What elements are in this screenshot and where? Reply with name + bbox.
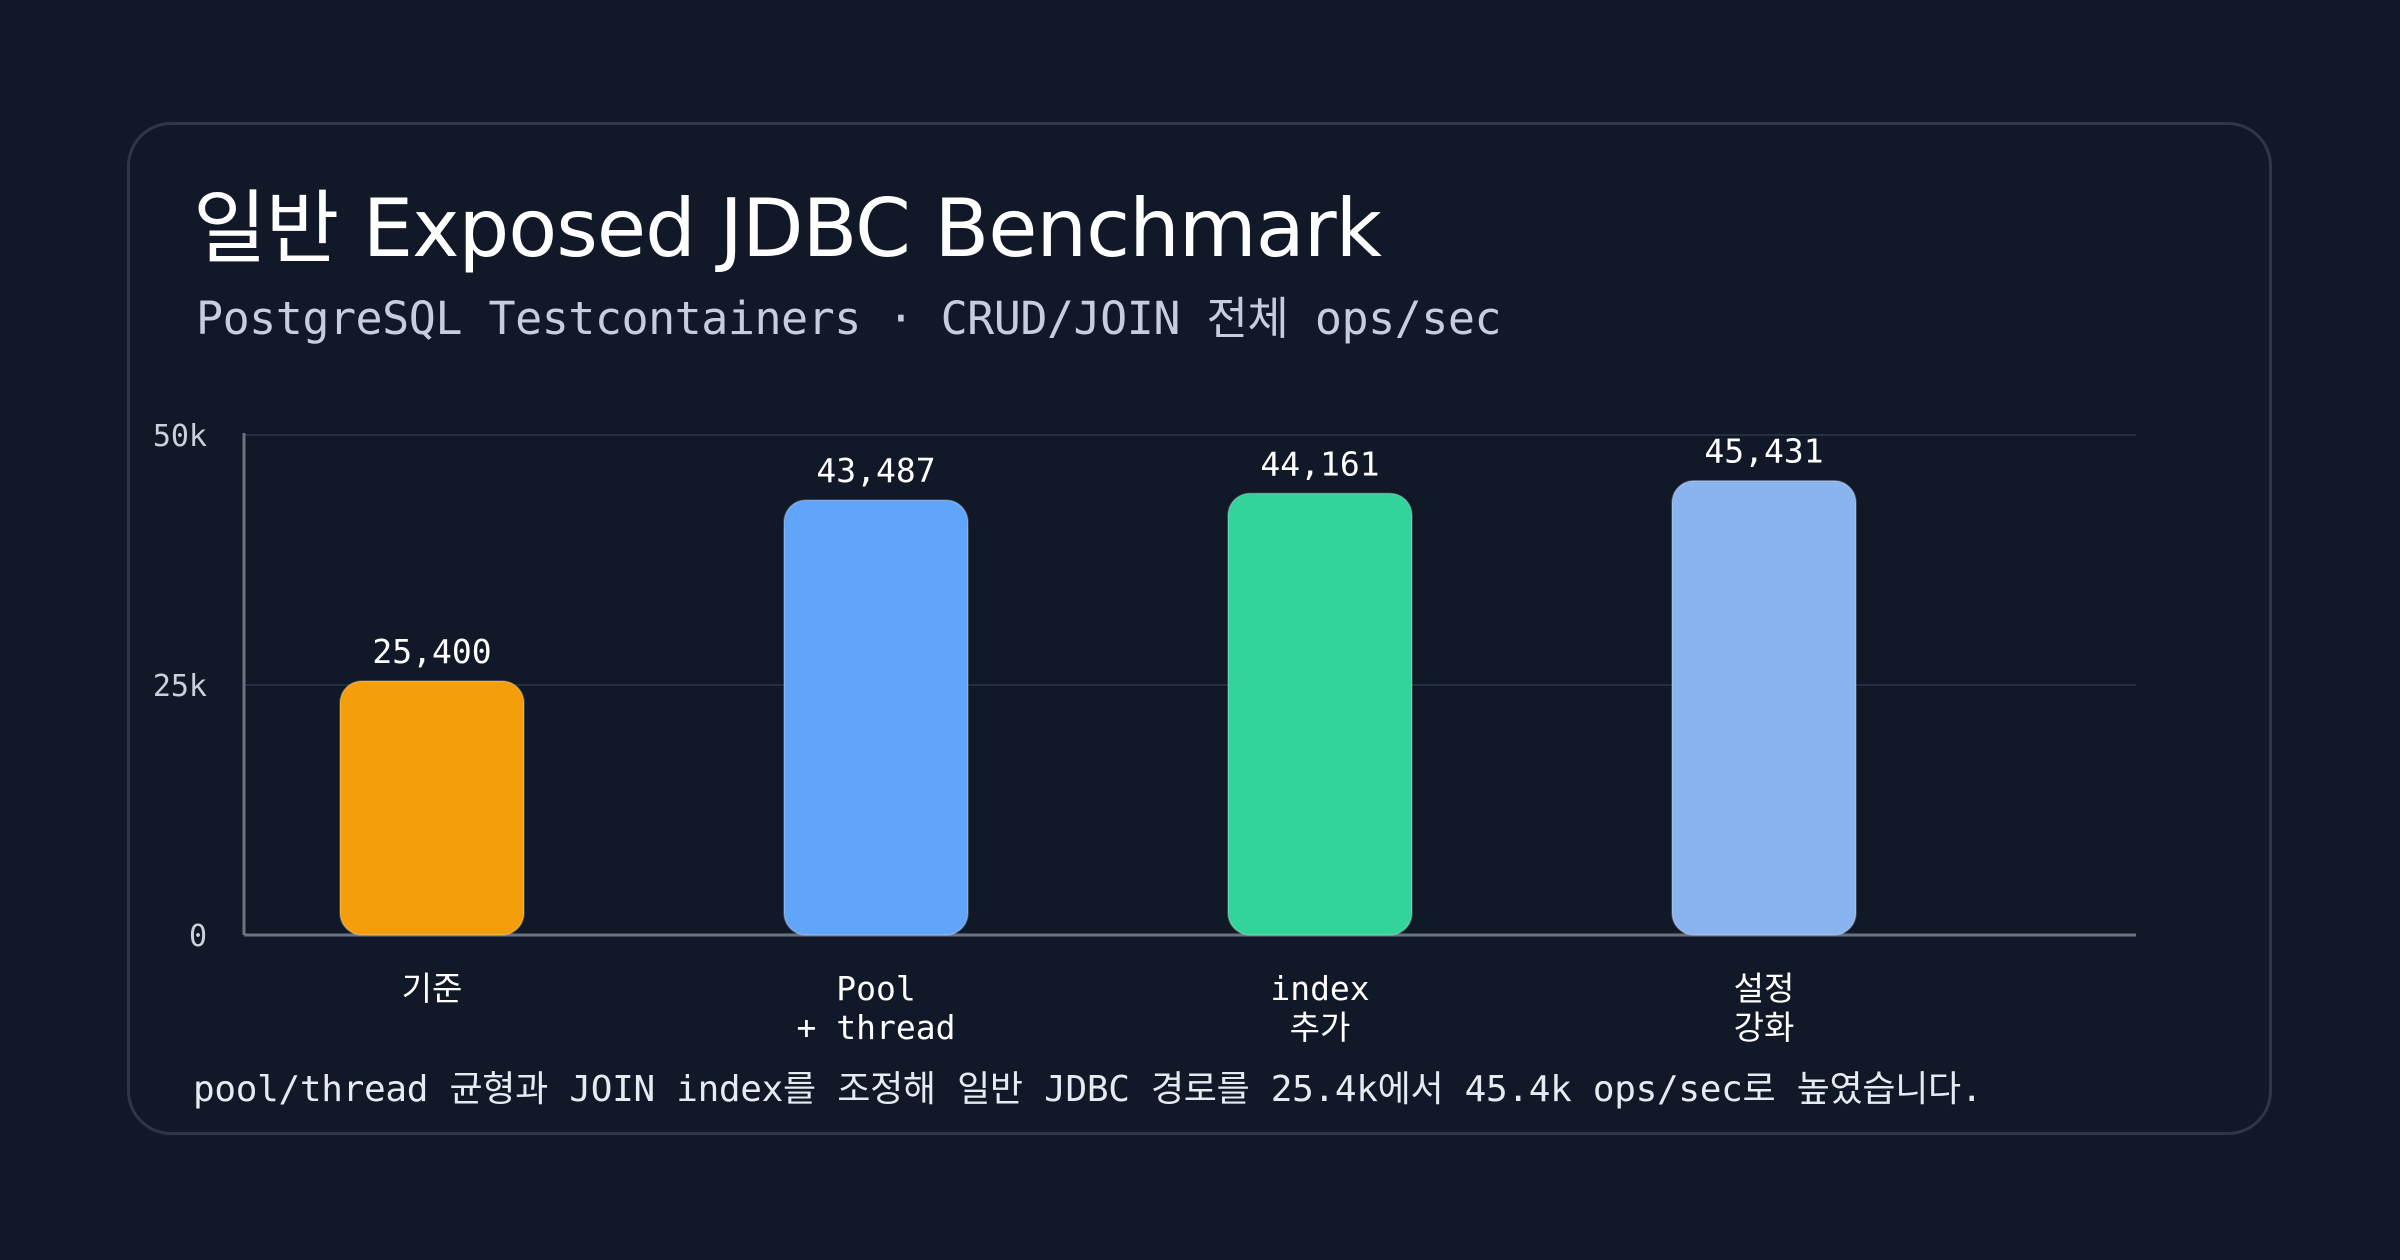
x-tick-label: 설정 [1734, 969, 1795, 1008]
bar [339, 680, 525, 936]
bar [1671, 479, 1857, 936]
bar [1227, 492, 1413, 936]
chart-card [127, 122, 2272, 1135]
y-tick-label: 50k [153, 419, 207, 454]
chart-subtitle: PostgreSQL Testcontainers · CRUD/JOIN 전체… [196, 292, 1502, 345]
x-tick-label: 기준 [402, 969, 463, 1008]
y-tick-label: 0 [189, 919, 207, 954]
x-tick-label: 추가 [1290, 1008, 1351, 1047]
y-tick-label: 25k [153, 669, 207, 704]
chart-title: 일반 Exposed JDBC Benchmark [193, 182, 1382, 275]
bar [783, 499, 969, 936]
bar-value-label: 25,400 [372, 632, 491, 671]
x-tick-label: Pool [836, 969, 915, 1008]
bar-value-label: 43,487 [816, 451, 935, 490]
x-tick-label: index [1270, 969, 1369, 1008]
x-tick-label: 강화 [1734, 1008, 1795, 1047]
chart-caption: pool/thread 균형과 JOIN index를 조정해 일반 JDBC … [193, 1069, 1983, 1110]
bar-value-label: 44,161 [1260, 444, 1379, 483]
bar-value-label: 45,431 [1704, 432, 1823, 471]
x-tick-label: + thread [797, 1008, 956, 1047]
